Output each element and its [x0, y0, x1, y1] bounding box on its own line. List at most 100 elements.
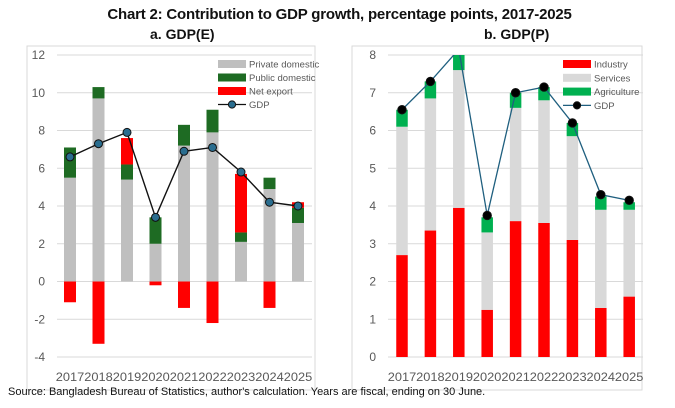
bar-industry-2020: [481, 309, 493, 357]
y-tick-label: 0: [38, 275, 45, 289]
gdp-point-2022: [208, 142, 217, 152]
bar-net-export-2024: [263, 281, 276, 308]
gdp-point-2025: [293, 201, 303, 211]
y-tick-label: 8: [38, 124, 45, 138]
legend-label: Agriculture: [594, 87, 639, 98]
y-tick-label: 12: [32, 48, 46, 62]
y-tick-label: 8: [369, 48, 376, 62]
legend-item-net-export: Net export: [218, 87, 293, 98]
x-tick-label: 2020: [473, 370, 502, 384]
legend-label: Private domestic: [249, 60, 319, 71]
bar-services-2025: [623, 209, 635, 297]
bar-private-domestic-2023: [235, 241, 247, 282]
legend-swatch: [563, 60, 591, 68]
bar-industry-2018: [424, 230, 437, 357]
bar-private-domestic-2024: [263, 189, 276, 282]
bar-industry-2022: [538, 222, 550, 357]
x-tick-label: 2022: [198, 370, 227, 384]
bar-public-domestic-2021: [178, 124, 190, 146]
gdp-point-2019: [122, 127, 132, 137]
y-tick-label: 0: [369, 350, 376, 364]
x-tick-label: 2021: [501, 370, 530, 384]
bar-agriculture-2024: [595, 196, 607, 210]
bar-services-2024: [595, 209, 607, 308]
bar-private-domestic-2017: [64, 177, 76, 282]
y-tick-label: -4: [34, 350, 45, 364]
bar-private-domestic-2025: [292, 222, 304, 282]
legend-item-public-domestic: Public domestic: [218, 73, 316, 84]
x-tick-label: 2021: [170, 370, 199, 384]
bar-net-export-2021: [178, 281, 190, 308]
gdp-point-2018: [94, 139, 103, 149]
bar-net-export-2018: [92, 281, 105, 344]
bar-services-2019: [453, 70, 465, 208]
legend-label: Net export: [249, 87, 293, 98]
bar-agriculture-2021: [509, 92, 522, 108]
y-tick-label: 3: [369, 237, 376, 251]
bar-industry-2017: [396, 255, 408, 357]
bar-industry-2025: [623, 296, 635, 357]
legend-item-services: Services: [563, 73, 631, 84]
x-tick-label: 2018: [416, 370, 445, 384]
y-tick-label: 2: [38, 237, 45, 251]
bar-net-export-2023: [235, 173, 247, 233]
gdp-point-2025: [624, 195, 634, 206]
x-tick-label: 2025: [615, 370, 644, 384]
x-tick-label: 2023: [227, 370, 256, 384]
bar-net-export-2017: [64, 281, 76, 303]
legend-label: Public domestic: [249, 73, 316, 84]
legend-item-agriculture: Agriculture: [563, 87, 639, 98]
gdp-point-2024: [596, 189, 606, 200]
legend-label: GDP: [594, 101, 615, 112]
legend-marker: [227, 100, 237, 109]
bar-private-domestic-2022: [206, 132, 219, 282]
legend-label: Industry: [594, 60, 628, 71]
bar-agriculture-2022: [538, 87, 550, 101]
x-tick-label: 2020: [141, 370, 170, 384]
bar-public-domestic-2018: [92, 87, 105, 99]
y-tick-label: 4: [38, 199, 45, 213]
bar-net-export-2019: [121, 138, 133, 165]
x-tick-label: 2025: [284, 370, 313, 384]
y-tick-label: 1: [369, 312, 376, 326]
bar-industry-2024: [595, 307, 607, 357]
y-tick-label: 2: [369, 275, 376, 289]
bar-private-domestic-2020: [149, 243, 162, 282]
bar-services-2023: [566, 136, 579, 240]
panel-a-title: a. GDP(E): [150, 26, 215, 42]
gdp-point-2018: [425, 76, 436, 87]
bar-services-2022: [538, 100, 550, 223]
x-tick-label: 2017: [388, 370, 417, 384]
gdp-point-2021: [179, 146, 189, 156]
bar-public-domestic-2020: [149, 217, 162, 244]
legend-swatch: [218, 60, 246, 68]
bar-public-domestic-2019: [121, 164, 133, 180]
bar-net-export-2020: [149, 281, 162, 286]
bar-industry-2019: [453, 207, 465, 357]
x-tick-label: 2023: [558, 370, 587, 384]
bar-industry-2021: [509, 221, 522, 357]
bar-agriculture-2017: [396, 109, 408, 127]
bar-services-2018: [424, 98, 437, 231]
legend-swatch: [563, 87, 591, 96]
bar-public-domestic-2025: [292, 207, 304, 223]
panel-b-title: b. GDP(P): [484, 26, 550, 42]
bar-agriculture-2018: [424, 81, 437, 99]
gdp-point-2017: [65, 152, 75, 162]
legend-item-gdp: GDP: [218, 100, 270, 111]
bar-private-domestic-2021: [178, 145, 190, 282]
y-tick-label: 5: [369, 161, 376, 175]
legend-swatch: [218, 87, 246, 95]
bar-public-domestic-2022: [206, 109, 219, 133]
bar-agriculture-2019: [453, 55, 465, 71]
x-tick-label: 2024: [587, 370, 616, 384]
legend-label: Services: [594, 73, 631, 84]
x-tick-label: 2017: [56, 370, 85, 384]
legend-label: GDP: [249, 100, 270, 111]
bar-agriculture-2020: [481, 217, 493, 233]
gdp-point-2023: [236, 167, 246, 177]
y-tick-label: 7: [369, 86, 376, 100]
legend-marker: [572, 101, 582, 110]
